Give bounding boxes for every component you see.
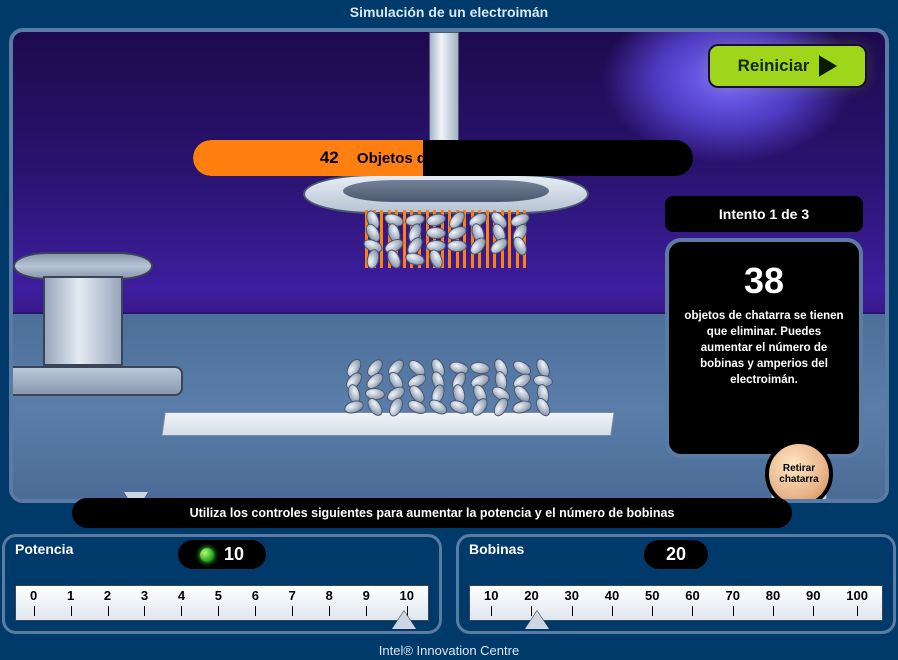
coils-slider-thumb[interactable] [525, 611, 549, 629]
power-slider-thumb[interactable] [392, 611, 416, 629]
retirar-line1: Retirar [783, 463, 815, 474]
tick: 40 [605, 588, 619, 603]
target-value: 38 [681, 260, 847, 302]
tick: 3 [141, 588, 148, 603]
tick: 10 [400, 588, 414, 603]
tick: 60 [685, 588, 699, 603]
play-icon [819, 55, 837, 77]
simulation-stage: Reiniciar 42 Objetos de chatarra elevado… [9, 28, 889, 503]
tick: 30 [565, 588, 579, 603]
power-value-pill: 10 [178, 540, 266, 569]
tick: 20 [524, 588, 538, 603]
instruction-bar: Utiliza los controles siguientes para au… [72, 498, 792, 528]
page-title: Simulación de un electroimán [0, 0, 898, 24]
footer-text: Intel® Innovation Centre [0, 643, 898, 658]
press-machine [13, 252, 153, 372]
tick: 8 [326, 588, 333, 603]
info-text: objetos de chatarra se tienen que elimin… [681, 308, 847, 388]
tick: 6 [252, 588, 259, 603]
restart-label: Reiniciar [738, 56, 810, 76]
power-control: Potencia 10 012345678910 [2, 534, 442, 634]
tick: 0 [30, 588, 37, 603]
tick: 50 [645, 588, 659, 603]
power-ruler: 0 1 2 3 4 5 6 7 8 9 10 [15, 585, 429, 621]
counter-bar: 42 Objetos de chatarra elevados [193, 140, 693, 176]
tick: 9 [363, 588, 370, 603]
tick: 80 [766, 588, 780, 603]
counter-label: Objetos de chatarra elevados [357, 150, 566, 167]
scrap-lifted [363, 214, 533, 284]
coils-value: 20 [666, 544, 686, 565]
info-panel: 38 objetos de chatarra se tienen que eli… [665, 238, 863, 458]
tick: 70 [726, 588, 740, 603]
tick: 4 [178, 588, 185, 603]
coils-control: Bobinas 20 102030405060708090100 [456, 534, 896, 634]
coils-value-pill: 20 [644, 540, 708, 569]
counter-value: 42 [320, 148, 339, 167]
tick: 7 [289, 588, 296, 603]
tick: 90 [806, 588, 820, 603]
scrap-pile [343, 342, 553, 432]
tick: 5 [215, 588, 222, 603]
power-led-icon [200, 548, 214, 562]
remove-scrap-button[interactable]: Retirar chatarra [765, 440, 833, 503]
retirar-line2: chatarra [779, 474, 818, 485]
tick: 100 [846, 588, 868, 603]
tick: 10 [484, 588, 498, 603]
power-value: 10 [224, 544, 244, 565]
restart-button[interactable]: Reiniciar [710, 46, 865, 86]
attempt-indicator: Intento 1 de 3 [665, 196, 863, 232]
tick: 1 [67, 588, 74, 603]
tick: 2 [104, 588, 111, 603]
